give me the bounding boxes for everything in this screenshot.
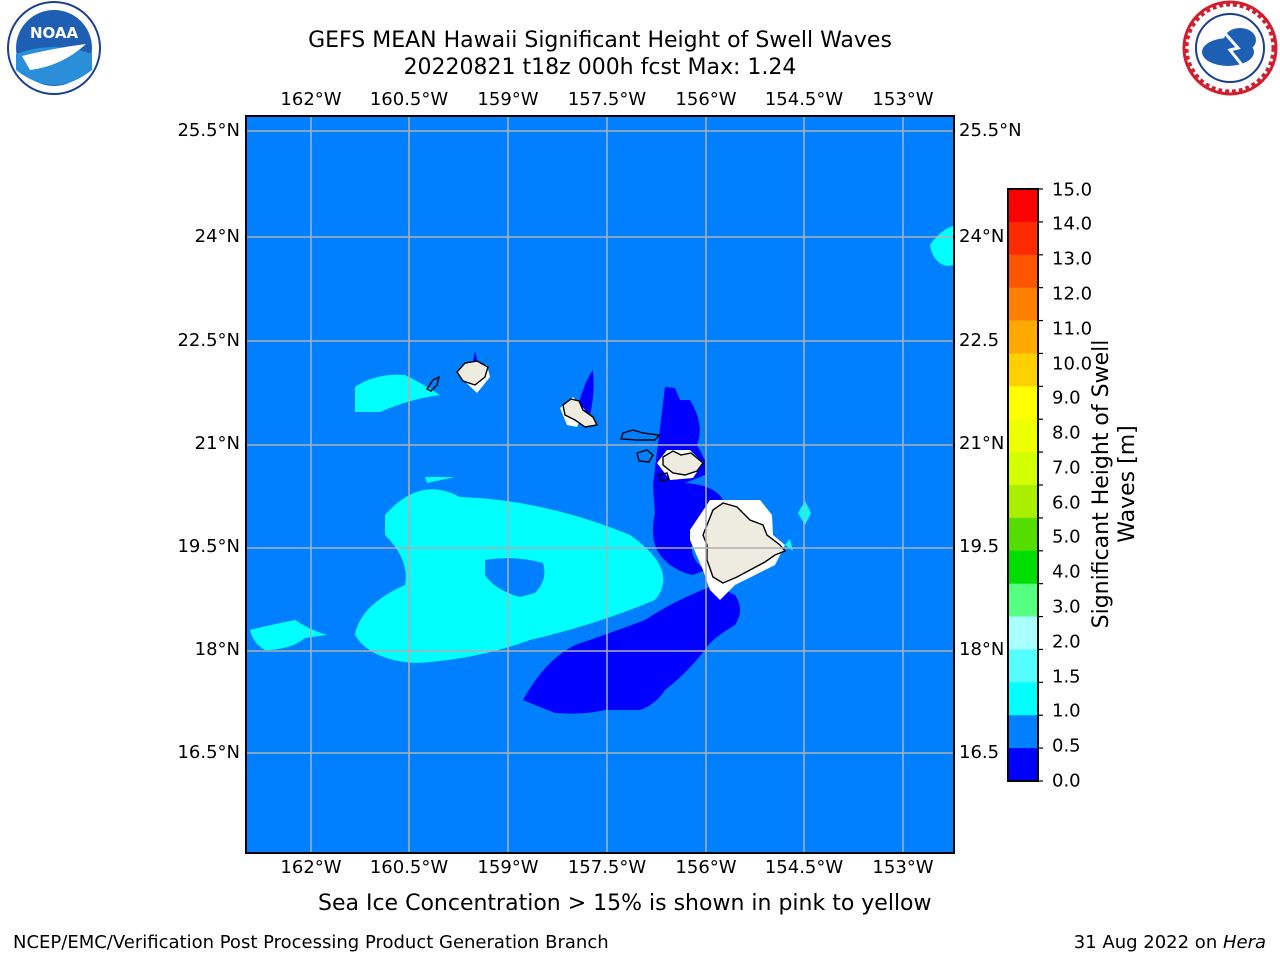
lat-tick-right: 24°N: [959, 226, 1005, 247]
colorbar-label: 10.0: [1052, 353, 1093, 375]
lat-tick-right: 19.5: [959, 536, 1000, 557]
colorbar-segment: [1008, 583, 1038, 618]
colorbar-segment: [1008, 353, 1038, 387]
swell-zone-1.0-1.5: [250, 620, 327, 650]
lon-tick-top: 154.5°W: [764, 89, 844, 110]
colorbar-label: 0.0: [1052, 770, 1081, 792]
island-oahu: [562, 398, 599, 428]
colorbar-segment: [1008, 748, 1038, 782]
island-hawaii: [702, 502, 787, 584]
footer-date: 31 Aug 2022 on Hera: [1074, 932, 1266, 953]
colorbar-segment: [1008, 419, 1038, 453]
colorbar-segment: [1008, 649, 1038, 683]
colorbar-label: 0.5: [1052, 735, 1081, 757]
colorbar-segment: [1008, 320, 1038, 354]
colorbar-label: 8.0: [1052, 422, 1081, 444]
swell-zone-1.0-1.5: [930, 225, 955, 266]
colorbar-segment: [1008, 550, 1038, 585]
lon-tick-bottom: 162°W: [280, 857, 342, 878]
footer-host: Hera: [1222, 932, 1266, 953]
swell-height-map: [245, 115, 955, 854]
colorbar-segment: [1008, 254, 1038, 289]
colorbar-segment: [1008, 452, 1038, 486]
swell-zone-0.0-0.5: [652, 387, 723, 575]
colorbar-segment: [1008, 485, 1038, 519]
lat-tick-right: 21°N: [959, 433, 1005, 454]
colorbar-label: 1.5: [1052, 666, 1081, 688]
svg-text:NOAA: NOAA: [30, 24, 79, 42]
lat-tick-left: 16.5°N: [177, 742, 240, 763]
swell-zone-0.5-1.0-hole: [485, 558, 545, 597]
colorbar-label: 7.0: [1052, 457, 1081, 479]
footer-branch: NCEP/EMC/Verification Post Processing Pr…: [13, 932, 609, 953]
lat-tick-left: 21°N: [194, 433, 240, 454]
lon-tick-bottom: 154.5°W: [764, 857, 844, 878]
colorbar-label: 2.0: [1052, 631, 1081, 653]
colorbar-segment: [1008, 715, 1038, 749]
lat-tick-left: 24°N: [194, 226, 240, 247]
noaa-logo-icon: NOAA: [7, 1, 101, 95]
title-line-2: 20220821 t18z 000h fcst Max: 1.24: [403, 55, 797, 80]
lat-tick-left: 22.5°N: [177, 330, 240, 351]
lon-tick-top: 160.5°W: [369, 89, 449, 110]
colorbar-segment: [1008, 386, 1038, 420]
noaa-logo: NOAA: [2, 0, 102, 104]
colorbar-label: 14.0: [1052, 213, 1093, 235]
lon-tick-bottom: 160.5°W: [369, 857, 449, 878]
colorbar-label: 6.0: [1052, 492, 1081, 514]
colorbar-label: 13.0: [1052, 248, 1093, 270]
colorbar-segment: [1008, 221, 1038, 256]
lon-tick-top: 157.5°W: [567, 89, 647, 110]
lon-tick-top: 162°W: [280, 89, 342, 110]
colorbar-segment: [1008, 287, 1038, 322]
lat-tick-left: 19.5°N: [177, 536, 240, 557]
lat-tick-left: 18°N: [194, 639, 240, 660]
lon-tick-bottom: 153°W: [872, 857, 934, 878]
lon-tick-top: 153°W: [872, 89, 934, 110]
island-lanai: [636, 449, 654, 463]
nws-logo: [1180, 0, 1280, 104]
lat-tick-right: 22.5: [959, 330, 1000, 351]
colorbar-label: 11.0: [1052, 318, 1093, 340]
colorbar-label: 15.0: [1052, 179, 1093, 201]
colorbar-label: 1.0: [1052, 700, 1081, 722]
colorbar-segment: [1008, 517, 1038, 552]
title-line-1: GEFS MEAN Hawaii Significant Height of S…: [308, 28, 892, 53]
colorbar-label: 12.0: [1052, 283, 1093, 305]
graticule: [245, 115, 955, 854]
lat-tick-right: 16.5: [959, 742, 1000, 763]
colorbar: [1007, 188, 1043, 782]
nws-logo-icon: [1182, 0, 1278, 96]
lon-tick-top: 159°W: [477, 89, 539, 110]
lon-tick-bottom: 156°W: [675, 857, 737, 878]
colorbar-title: Significant Height of Swell Waves [m]: [1089, 339, 1140, 629]
swell-zone-1.0-1.5: [355, 374, 440, 412]
ocean-background: [245, 115, 955, 854]
island-kahoolawe: [658, 472, 670, 482]
island-kauai: [456, 360, 489, 386]
colorbar-segment: [1008, 682, 1038, 716]
colorbar-label: 4.0: [1052, 561, 1081, 583]
colorbar-label: 5.0: [1052, 526, 1081, 548]
lat-tick-left: 25.5°N: [177, 120, 240, 141]
lon-tick-top: 156°W: [675, 89, 737, 110]
island-maui: [662, 450, 704, 476]
colorbar-label: 9.0: [1052, 387, 1081, 409]
map-frame: [245, 115, 955, 854]
swell-zone-0.0-0.5: [523, 585, 740, 714]
sea-ice-caption: Sea Ice Concentration > 15% is shown in …: [318, 891, 932, 916]
island-niihau: [425, 375, 441, 392]
colorbar-label: 3.0: [1052, 596, 1081, 618]
swell-zone-1.0-1.5: [425, 477, 455, 483]
lon-tick-bottom: 159°W: [477, 857, 539, 878]
footer-date-text: 31 Aug 2022 on: [1073, 932, 1223, 953]
colorbar-segment: [1008, 189, 1038, 223]
lon-tick-bottom: 157.5°W: [567, 857, 647, 878]
lat-tick-right: 25.5°N: [959, 120, 1022, 141]
island-molokai: [620, 429, 661, 441]
lat-tick-right: 18°N: [959, 639, 1005, 660]
colorbar-segment: [1008, 616, 1038, 650]
